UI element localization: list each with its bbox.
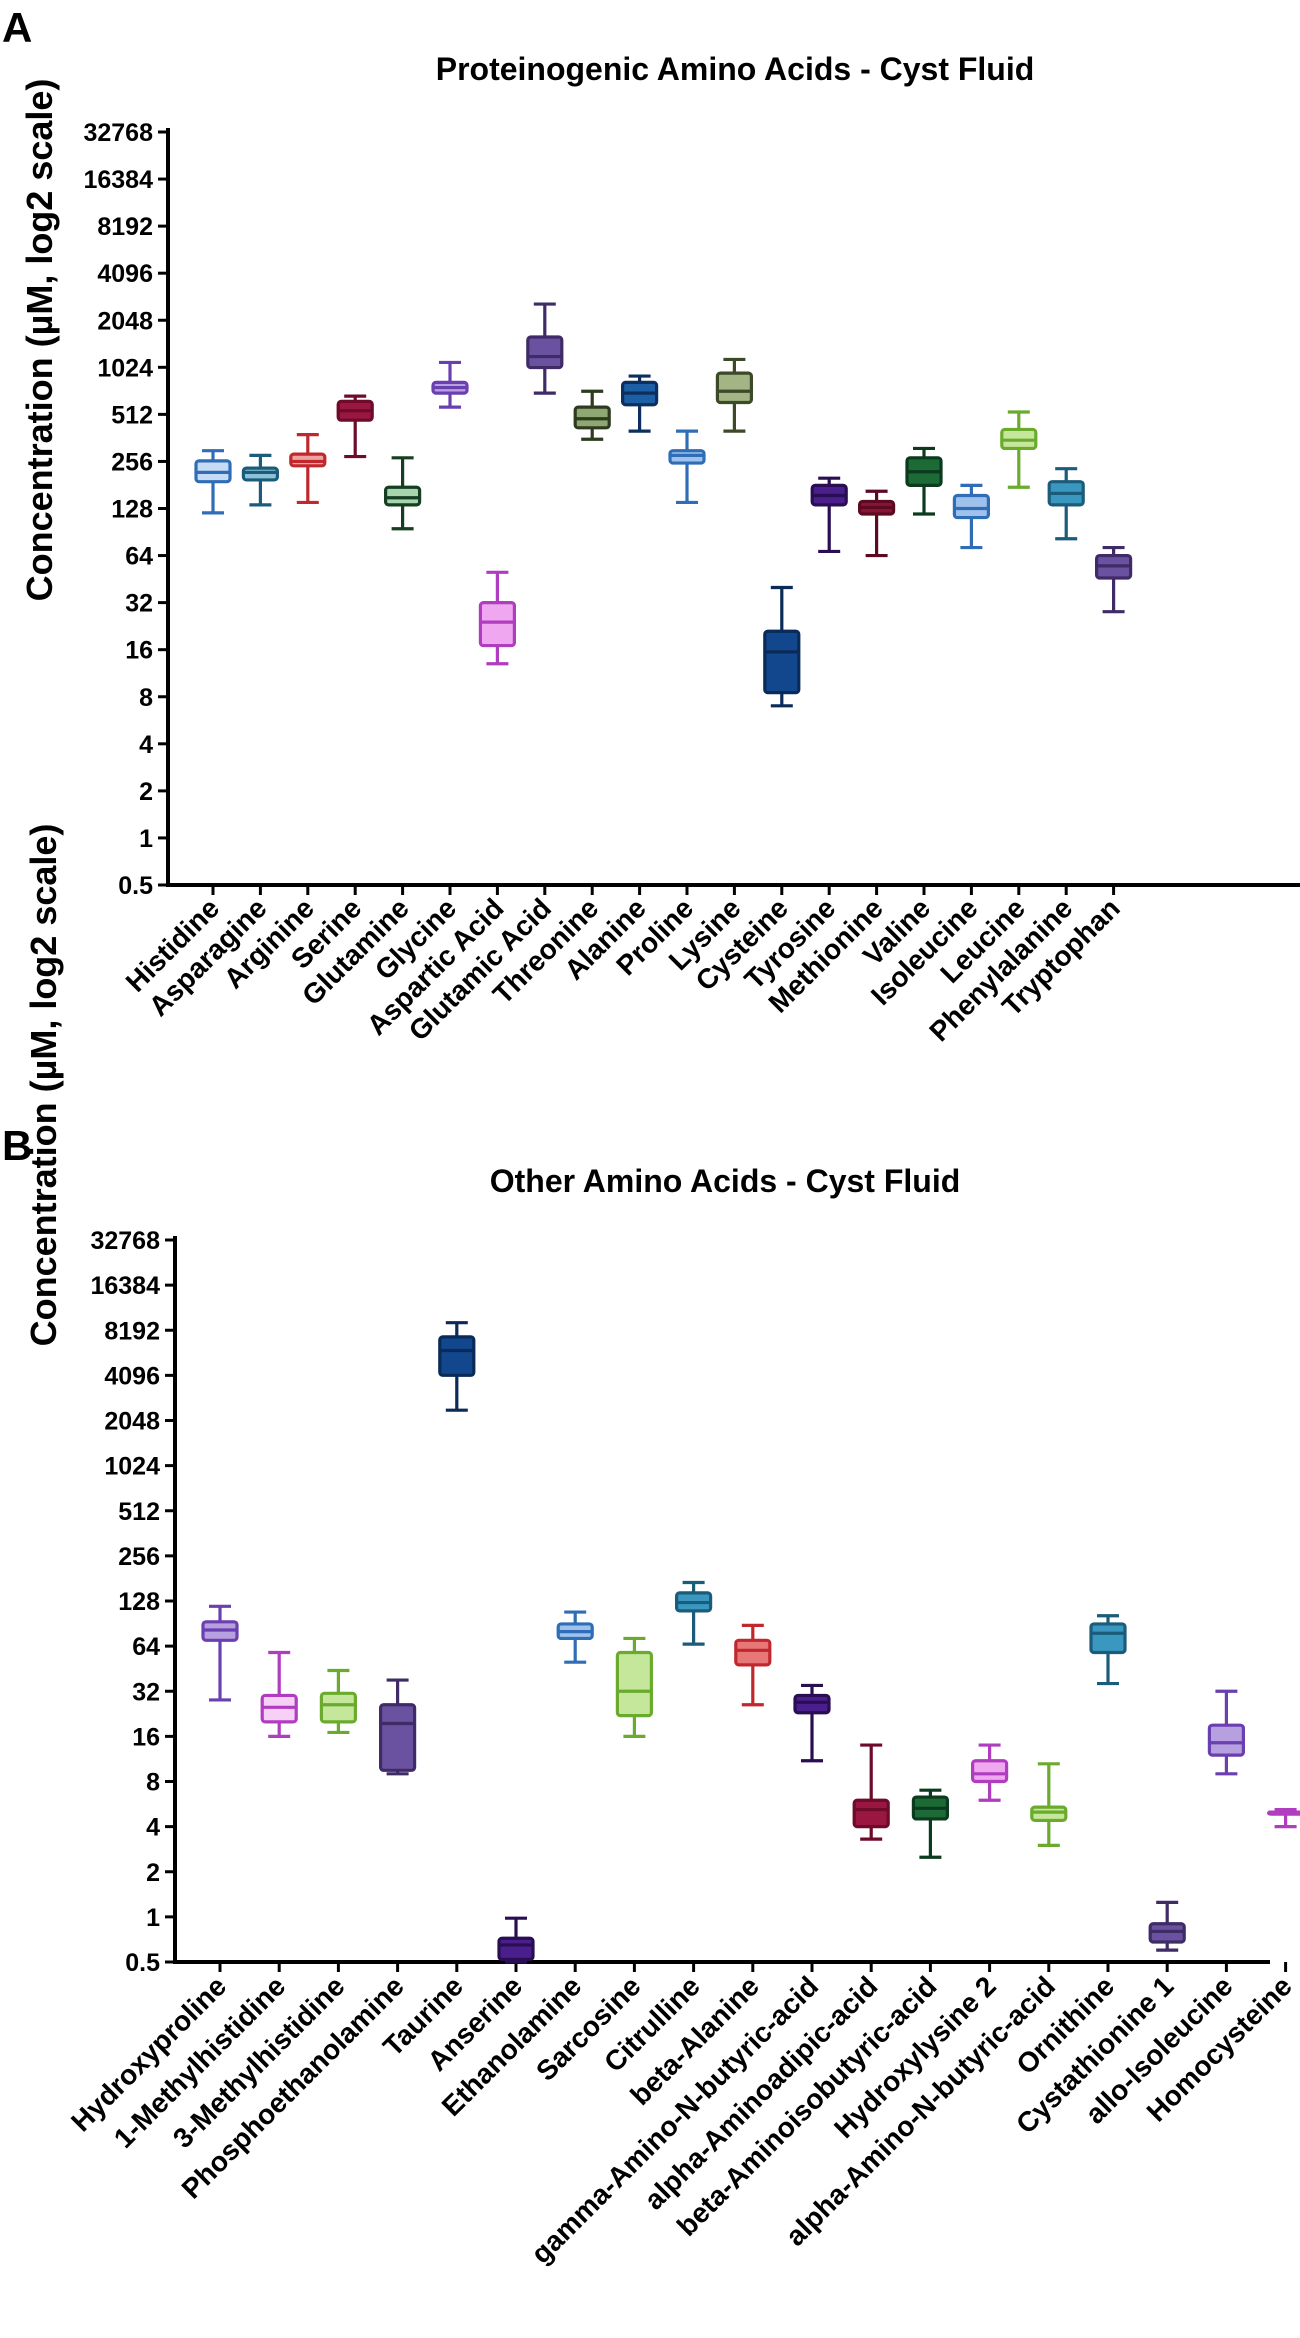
y-tick-label: 32 — [132, 1678, 160, 1706]
y-tick-label: 1024 — [97, 354, 153, 382]
y-tick-label: 16 — [125, 637, 153, 665]
box-serine: Serine — [285, 394, 374, 975]
iqr-box — [379, 1703, 417, 1772]
y-tick-label: 4 — [146, 1814, 160, 1842]
iqr-box — [1030, 1805, 1068, 1823]
y-tick-label: 16 — [132, 1723, 160, 1751]
iqr-box — [970, 1759, 1009, 1784]
box-histidine: Histidine — [120, 449, 232, 998]
y-axis-label: Concentration (µM, log2 scale) — [23, 824, 64, 1347]
y-tick-label: 64 — [132, 1633, 160, 1661]
y-tick-label: 256 — [118, 1543, 160, 1571]
box-homocysteine: Homocysteine — [1141, 1807, 1300, 2128]
iqr-box — [384, 485, 422, 507]
y-tick-label: 32 — [125, 590, 153, 618]
iqr-box — [319, 1691, 357, 1724]
panel-letter: A — [2, 4, 32, 51]
iqr-box — [852, 1798, 890, 1829]
y-tick-label: 128 — [118, 1588, 160, 1616]
iqr-box — [615, 1650, 654, 1718]
y-tick-label: 2048 — [104, 1408, 160, 1436]
iqr-box — [526, 335, 564, 370]
panel-A: A Proteinogenic Amino Acids - Cyst Fluid C… — [2, 4, 1300, 1047]
y-tick-label: 0.5 — [118, 872, 153, 900]
y-tick-label: 2048 — [97, 307, 153, 335]
iqr-box — [763, 629, 801, 695]
chart-title: Other Amino Acids - Cyst Fluid — [490, 1163, 961, 1199]
iqr-box — [1089, 1622, 1127, 1655]
y-tick-label: 4 — [139, 731, 153, 759]
y-tick-label: 64 — [125, 543, 153, 571]
y-tick-label: 2 — [146, 1859, 160, 1887]
y-tick-label: 128 — [111, 496, 153, 524]
y-axis-label: Concentration (µM, log2 scale) — [19, 79, 60, 602]
panel-B: B Other Amino Acids - Cyst Fluid Concentra… — [2, 824, 1300, 2269]
iqr-box — [734, 1638, 772, 1667]
y-tick-label: 16384 — [83, 166, 153, 194]
y-tick-label: 512 — [111, 401, 153, 429]
y-tick-label: 1 — [139, 825, 153, 853]
y-tick-label: 4096 — [104, 1362, 160, 1390]
y-tick-label: 512 — [118, 1498, 160, 1526]
iqr-box — [438, 1335, 476, 1377]
chart-title: Proteinogenic Amino Acids - Cyst Fluid — [436, 51, 1035, 87]
y-tick-label: 4096 — [97, 260, 153, 288]
panel-letter: B — [2, 1122, 32, 1169]
y-tick-label: 2 — [139, 778, 153, 806]
y-tick-label: 32768 — [90, 1227, 160, 1255]
y-tick-label: 32768 — [83, 119, 153, 147]
y-tick-label: 0.5 — [125, 1949, 160, 1977]
box-glycine: Glycine — [369, 360, 469, 986]
y-tick-label: 1024 — [104, 1453, 160, 1481]
y-tick-label: 8192 — [104, 1317, 160, 1345]
box-alanine: Alanine — [558, 374, 659, 986]
iqr-box — [952, 493, 991, 520]
box-valine: Valine — [857, 446, 943, 971]
iqr-box — [478, 601, 516, 648]
y-tick-label: 256 — [111, 448, 153, 476]
iqr-box — [497, 1936, 535, 1962]
y-tick-label: 8 — [146, 1769, 160, 1797]
iqr-box — [793, 1693, 831, 1715]
iqr-box — [241, 466, 279, 482]
iqr-box — [715, 371, 754, 405]
iqr-box — [1207, 1723, 1246, 1757]
y-tick-label: 1 — [146, 1904, 160, 1932]
box-taurine: Taurine — [377, 1321, 476, 2062]
y-tick-label: 8 — [139, 684, 153, 712]
y-tick-label: 8192 — [97, 213, 153, 241]
y-tick-label: 16384 — [90, 1272, 160, 1300]
